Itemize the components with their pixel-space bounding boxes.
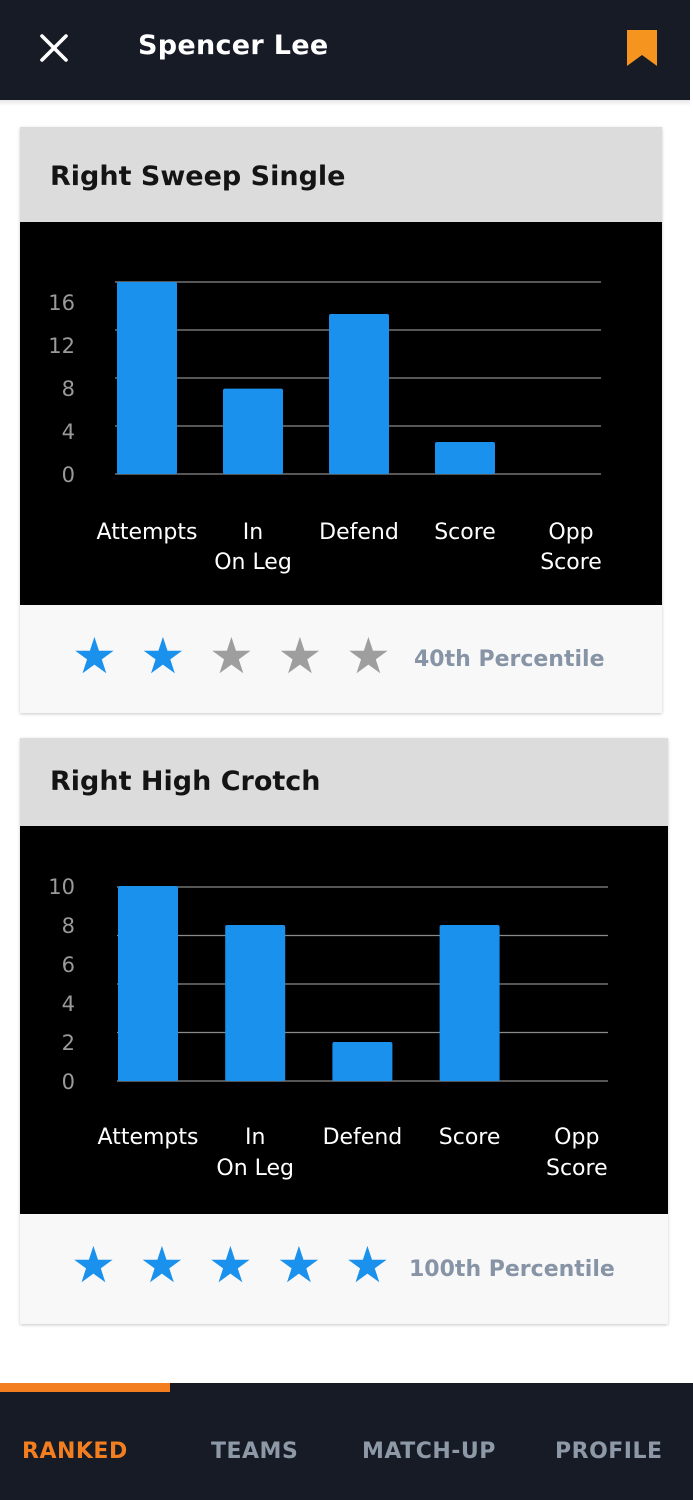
star-empty-icon: ★ xyxy=(346,627,391,685)
bar xyxy=(118,886,178,1081)
tab-ranked[interactable]: RANKED xyxy=(22,1439,128,1464)
y-tick-label: 16 xyxy=(48,291,75,315)
x-category-label: Opp xyxy=(548,520,593,545)
x-category-label: Attempts xyxy=(98,1125,199,1150)
header-shadow xyxy=(0,100,690,106)
y-tick-label: 4 xyxy=(62,420,75,444)
x-category-label: On Leg xyxy=(216,1156,294,1181)
star-filled-icon: ★ xyxy=(140,627,186,685)
star-filled-icon: ★ xyxy=(276,1236,322,1294)
y-tick-label: 2 xyxy=(62,1031,75,1055)
star-filled-icon: ★ xyxy=(208,1236,253,1294)
y-tick-label: 10 xyxy=(48,875,75,899)
bar xyxy=(332,1042,393,1081)
y-tick-label: 0 xyxy=(62,1070,75,1094)
x-category-label: In xyxy=(245,1125,265,1150)
x-category-label: On Leg xyxy=(214,550,292,575)
bar xyxy=(117,282,177,474)
x-category-label: In xyxy=(243,520,263,545)
percentile-label: 40th Percentile xyxy=(414,647,605,672)
bar xyxy=(225,925,286,1081)
card-header: Right High Crotch xyxy=(20,738,668,826)
bookmark-icon[interactable] xyxy=(624,28,660,68)
star-filled-icon: ★ xyxy=(139,1236,185,1294)
y-tick-label: 0 xyxy=(62,463,75,487)
x-category-label: Score xyxy=(434,520,496,545)
bar xyxy=(329,314,389,474)
x-category-label: Score xyxy=(540,550,602,575)
bar xyxy=(223,388,283,474)
x-category-label: Defend xyxy=(319,520,399,545)
move-card: Right High Crotch 0 2 4 6 8 10 Attempts In On Le… xyxy=(20,738,668,1324)
bar-chart: 0 2 4 6 8 10 Attempts In On Leg Defend Score Opp Sco… xyxy=(20,826,668,1214)
rating-row: 100th Percentile ★ ★ ★ ★ ★ xyxy=(20,1214,668,1324)
bar xyxy=(435,442,495,474)
y-tick-label: 12 xyxy=(48,334,75,358)
percentile-label: 100th Percentile xyxy=(409,1257,615,1282)
star-filled-icon: ★ xyxy=(345,1236,390,1294)
star-filled-icon: ★ xyxy=(71,1236,116,1294)
y-tick-label: 6 xyxy=(62,953,75,977)
card-title: Right High Crotch xyxy=(50,766,321,797)
star-empty-icon: ★ xyxy=(277,627,323,685)
active-tab-indicator xyxy=(0,1383,170,1392)
move-card: Right Sweep Single 0 4 8 12 16 Attempts In On L… xyxy=(20,127,662,713)
bar-chart-svg: 0 4 8 12 16 Attempts In On Leg Defend Score Opp Sco… xyxy=(48,281,602,575)
y-tick-label: 8 xyxy=(62,914,75,938)
app-header: Spencer Lee xyxy=(0,0,690,100)
y-tick-label: 4 xyxy=(62,992,75,1016)
x-category-label: Score xyxy=(439,1125,501,1150)
tab-teams[interactable]: TEAMS xyxy=(211,1439,299,1464)
card-title: Right Sweep Single xyxy=(50,161,346,192)
rating-row: 40th Percentile ★ ★ ★ ★ ★ xyxy=(20,605,662,715)
card-header: Right Sweep Single xyxy=(20,127,662,222)
tab-match-up[interactable]: MATCH-UP xyxy=(362,1439,496,1464)
bottom-nav: RANKED TEAMS MATCH-UP PROFILE xyxy=(0,1383,693,1500)
x-category-label: Defend xyxy=(323,1125,403,1150)
star-filled-icon: ★ xyxy=(72,627,117,685)
close-icon[interactable] xyxy=(36,30,72,66)
page-title: Spencer Lee xyxy=(138,30,329,61)
x-category-label: Attempts xyxy=(97,520,198,545)
x-category-label: Score xyxy=(546,1156,608,1181)
x-category-label: Opp xyxy=(554,1125,599,1150)
y-tick-label: 8 xyxy=(62,377,75,401)
bar xyxy=(439,925,500,1081)
bar-chart: 0 4 8 12 16 Attempts In On Leg Defend Score Opp Sco… xyxy=(20,222,662,605)
tab-profile[interactable]: PROFILE xyxy=(555,1439,663,1464)
bar-chart-svg: 0 2 4 6 8 10 Attempts In On Leg Defend Score Opp Sco… xyxy=(48,875,608,1181)
star-empty-icon: ★ xyxy=(209,627,254,685)
